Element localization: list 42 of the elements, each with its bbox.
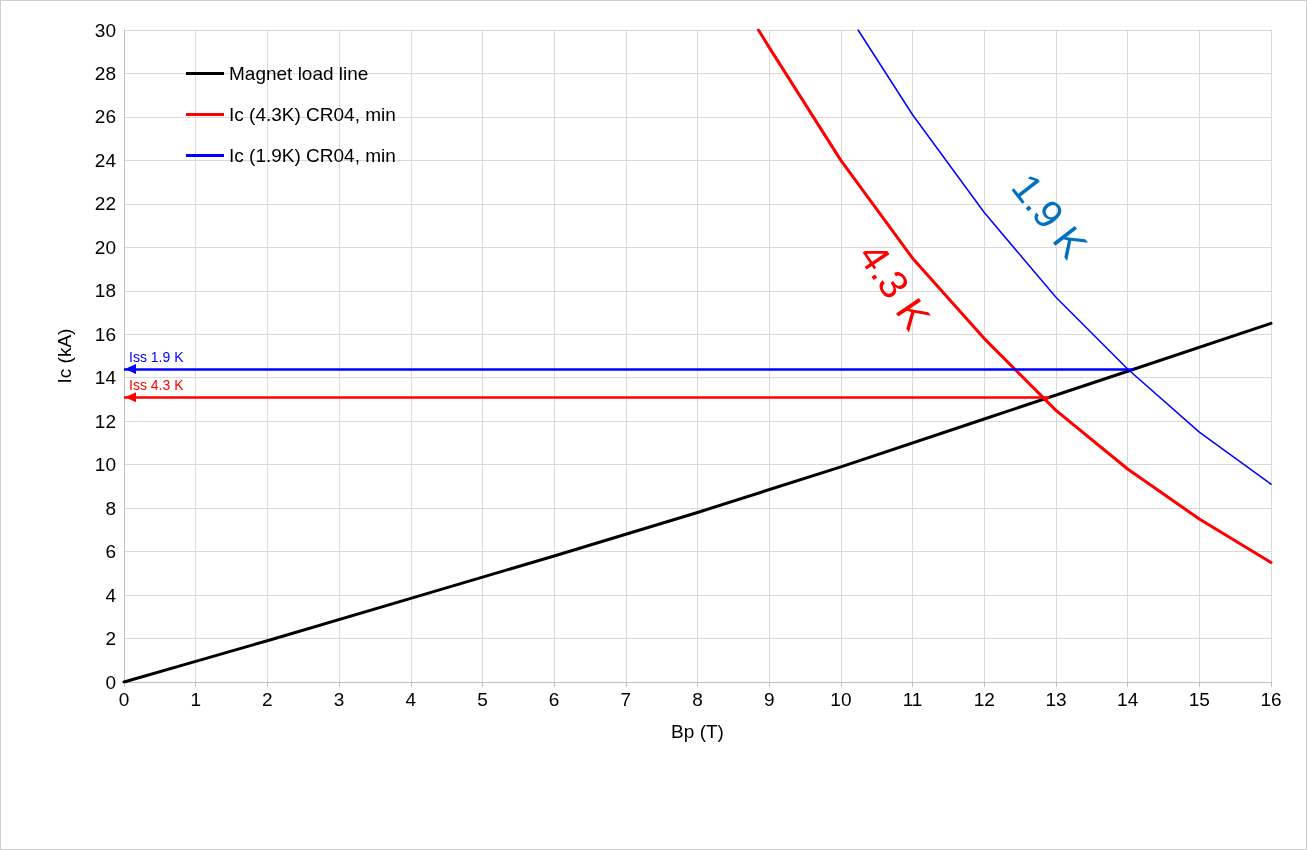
y-tick-label: 22 <box>94 193 116 215</box>
x-tick-label: 14 <box>1117 689 1139 710</box>
x-tick-label: 2 <box>262 689 273 710</box>
x-tick-label: 10 <box>830 689 852 710</box>
y-tick-label: 26 <box>94 106 116 128</box>
ref-line-label: Iss 1.9 K <box>129 349 185 366</box>
y-tick-label: 14 <box>94 367 117 389</box>
x-tick-label: 6 <box>548 689 560 710</box>
annotation: 4.3 K <box>850 235 940 338</box>
y-tick-label: 8 <box>105 497 116 519</box>
y-tick-label: 10 <box>94 454 116 476</box>
y-tick-label: 4 <box>105 584 117 606</box>
legend-label: Ic (4.3K) CR04, min <box>229 104 396 125</box>
y-tick-label: 0 <box>105 671 116 693</box>
x-tick-label: 15 <box>1188 689 1210 710</box>
legend-label: Ic (1.9K) CR04, min <box>229 145 396 166</box>
y-tick-label: 30 <box>94 19 116 41</box>
x-tick-label: 5 <box>477 689 488 710</box>
y-tick-label: 12 <box>94 410 116 432</box>
legend-label: Magnet load line <box>229 63 369 84</box>
x-tick-label: 4 <box>405 689 417 710</box>
x-tick-label: 13 <box>1045 689 1067 710</box>
x-tick-label: 16 <box>1260 689 1282 710</box>
x-tick-label: 11 <box>902 689 923 710</box>
x-tick-label: 0 <box>118 689 130 710</box>
x-tick-label: 12 <box>973 689 995 710</box>
y-tick-label: 2 <box>105 628 116 650</box>
y-axis-title: Ic (kA) <box>54 328 75 384</box>
y-tick-label: 28 <box>94 62 116 84</box>
y-tick-label: 24 <box>94 149 117 171</box>
y-tick-label: 18 <box>94 280 116 302</box>
y-tick-label: 6 <box>105 541 116 563</box>
y-tick-label: 16 <box>94 323 116 345</box>
x-tick-label: 9 <box>763 689 775 710</box>
y-tick-label: 20 <box>94 236 116 258</box>
x-tick-label: 1 <box>190 689 201 710</box>
x-axis-title: Bp (T) <box>671 721 724 742</box>
annotation: 1.9 K <box>1003 165 1096 267</box>
ref-line-label: Iss 4.3 K <box>129 377 185 394</box>
x-tick-label: 8 <box>692 689 703 710</box>
x-tick-label: 7 <box>620 689 632 710</box>
x-tick-label: 3 <box>333 689 345 710</box>
